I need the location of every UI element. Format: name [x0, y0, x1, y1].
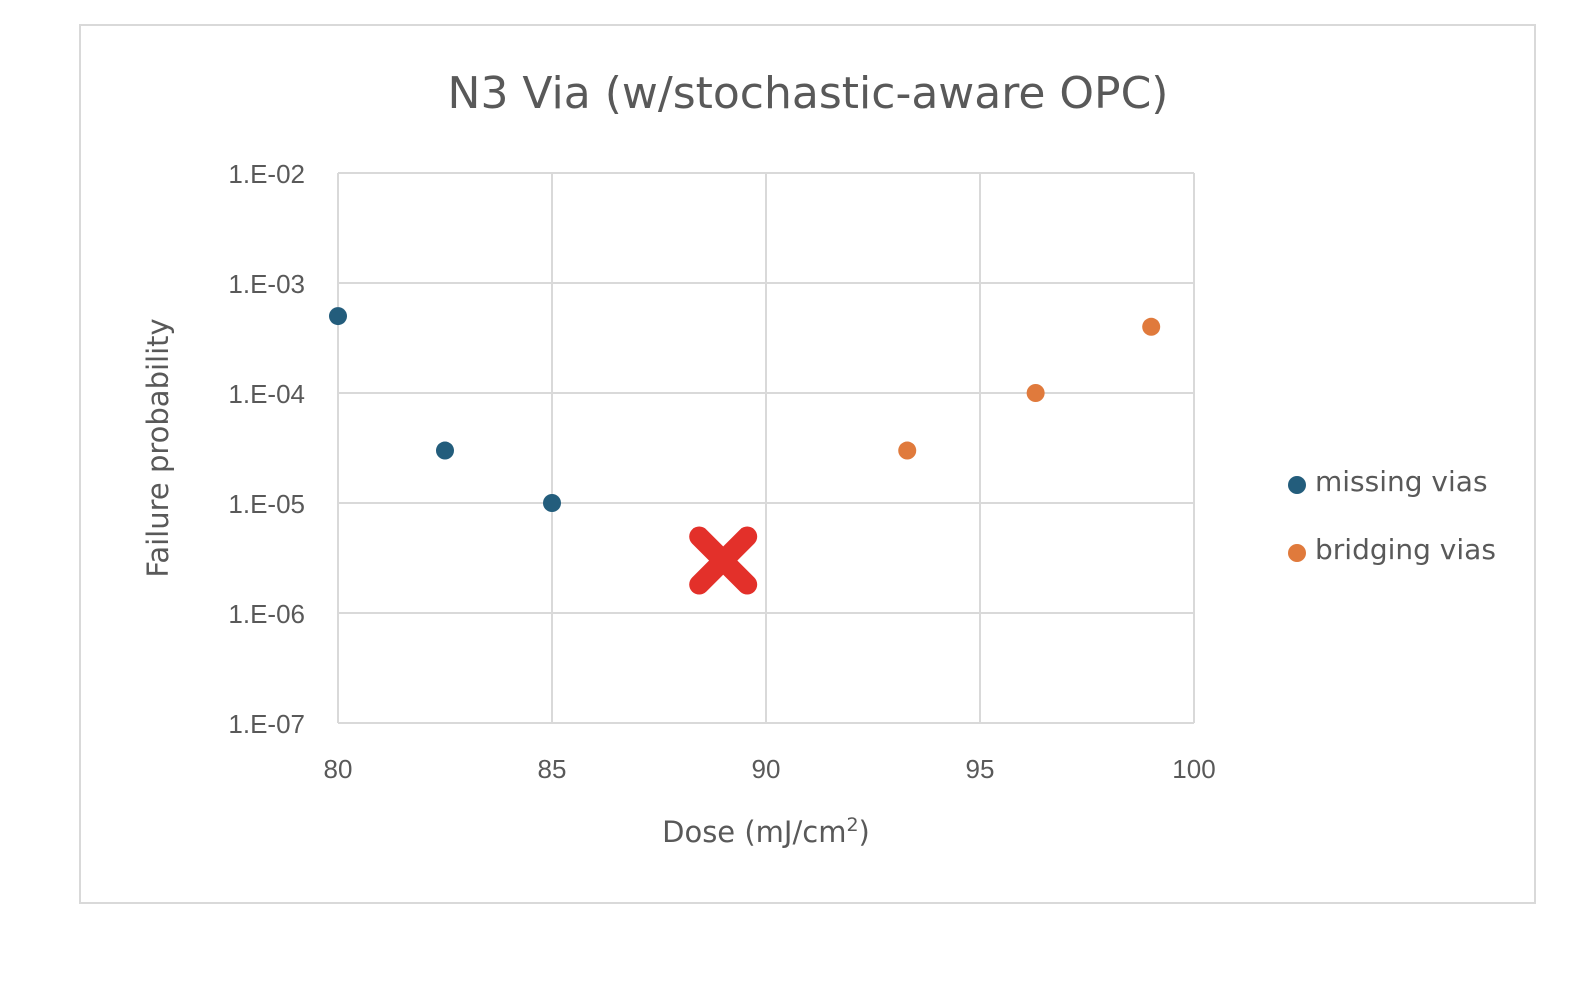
- y-tick-label: 1.E-07: [228, 709, 305, 739]
- gridlines: [337, 172, 1195, 724]
- legend-marker: [1288, 544, 1306, 562]
- y-tick-label: 1.E-04: [228, 379, 305, 409]
- x-tick-label: 95: [966, 754, 995, 784]
- point-missing-vias: [543, 494, 561, 512]
- legend-label: missing vias: [1315, 465, 1488, 498]
- y-axis-ticks: 1.E-02 1.E-03 1.E-04 1.E-05 1.E-06 1.E-07: [228, 159, 305, 739]
- x-tick-label: 85: [538, 754, 567, 784]
- legend-marker: [1288, 476, 1306, 494]
- chart-title: N3 Via (w/stochastic-aware OPC): [448, 68, 1169, 119]
- legend-label: bridging vias: [1315, 533, 1496, 566]
- x-tick-label: 80: [324, 754, 353, 784]
- point-bridging-vias: [1142, 317, 1161, 336]
- x-stroke: [689, 526, 758, 595]
- legend: missing vias bridging vias: [1288, 465, 1496, 566]
- x-tick-label: 90: [752, 754, 781, 784]
- point-bridging-vias: [898, 441, 917, 460]
- x-tick-label: 100: [1172, 754, 1215, 784]
- point-missing-vias: [329, 307, 347, 326]
- data-points: [329, 307, 1161, 512]
- x-axis-label: Dose (mJ/cm2): [662, 814, 870, 849]
- y-tick-label: 1.E-02: [228, 159, 305, 189]
- point-missing-vias: [436, 441, 454, 460]
- y-axis-label: Failure probability: [141, 318, 175, 577]
- y-tick-label: 1.E-03: [228, 269, 305, 299]
- point-bridging-vias: [1026, 384, 1045, 402]
- y-tick-label: 1.E-06: [228, 599, 305, 629]
- annotations: [689, 526, 758, 595]
- x-axis-ticks: 80 85 90 95 100: [324, 754, 1216, 784]
- chart-frame: [79, 24, 1536, 904]
- y-tick-label: 1.E-05: [228, 489, 305, 519]
- red-x-marker: [689, 526, 758, 595]
